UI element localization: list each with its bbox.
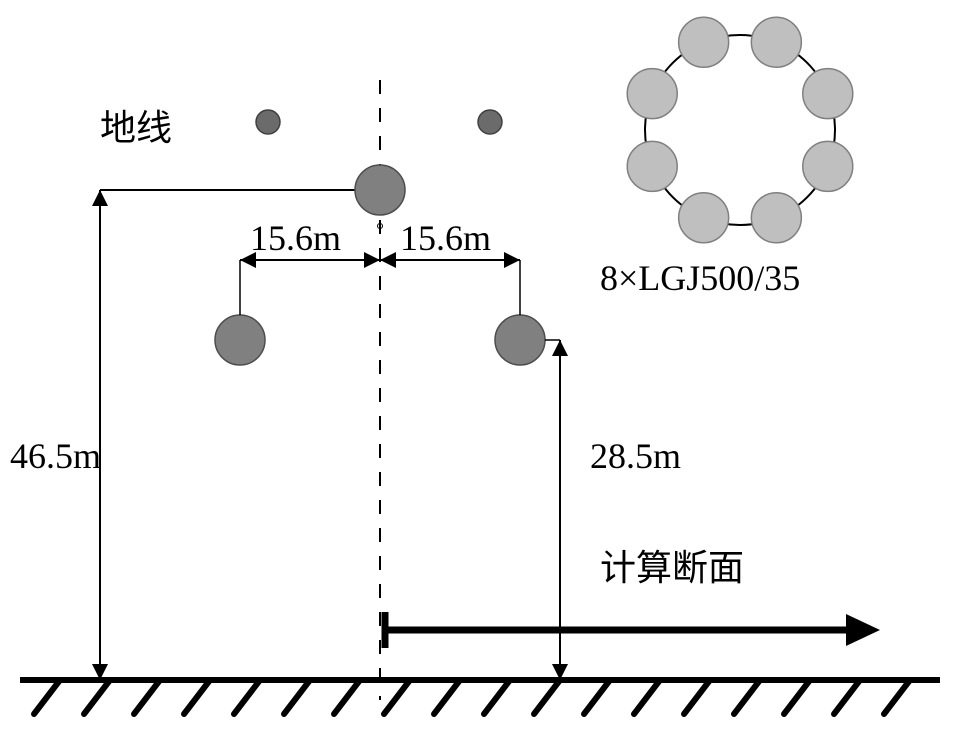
section-arrow-label: 计算断面 [600,548,744,588]
bundle-ring [645,35,835,225]
arrow-head [92,190,108,206]
ground-hatch [234,680,260,714]
ground-hatch [84,680,110,714]
dim-horiz-right-label: 15.6m [400,218,491,258]
ground-hatch [434,680,460,714]
arrow-head [380,252,396,268]
ground-hatch [134,680,160,714]
arrow-head [552,340,568,356]
dim-horiz-left-label: 15.6m [250,218,341,258]
bundle-subconductor [627,69,677,119]
bundle-subconductor [627,141,677,191]
ground-hatch [334,680,360,714]
arrow-head [504,252,520,268]
dim-vert-left-label: 46.5m [10,436,101,476]
left-conductor [215,315,265,365]
ground-hatch [684,680,710,714]
bundle-subconductor [803,69,853,119]
arrow-head [364,252,380,268]
top-conductor [355,165,405,215]
ground-hatch [34,680,60,714]
dim-vert-right-label: 28.5m [590,436,681,476]
ground-hatch [584,680,610,714]
bundle-subconductor [803,141,853,191]
ground-wire-label: 地线 [100,108,172,148]
bundle-subconductor [751,17,801,67]
ground-hatch [534,680,560,714]
ground-hatch [184,680,210,714]
ground-hatch [834,680,860,714]
ground-wire-right [478,110,502,134]
ground-hatch [884,680,910,714]
bundle-subconductor [679,193,729,243]
right-conductor [495,315,545,365]
ground-hatch [384,680,410,714]
ground-hatch [784,680,810,714]
diagram-canvas: 地线 15.6m 15.6m 46.5m 28.5m 计算断面 8×LGJ500/35 [0,0,976,744]
ground-hatch [484,680,510,714]
ground-wire-left [256,110,280,134]
ground-hatch [734,680,760,714]
bundle-label: 8×LGJ500/35 [600,258,800,298]
ground-hatch [634,680,660,714]
section-arrow-head [846,614,880,646]
ground-hatch [284,680,310,714]
bundle-subconductor [679,17,729,67]
bundle-subconductor [751,193,801,243]
